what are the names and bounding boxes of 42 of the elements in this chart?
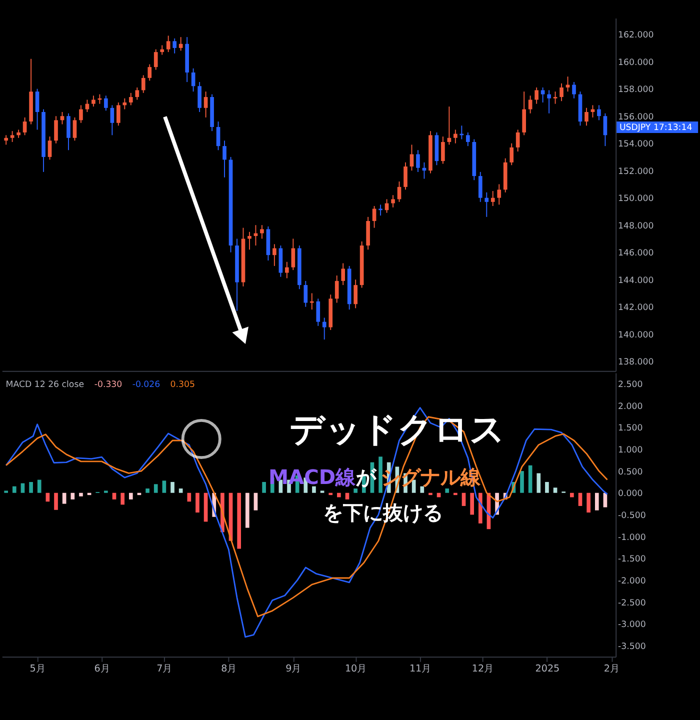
x-tick-label: 12月 <box>472 663 494 674</box>
y-tick-label: 138.000 <box>618 358 654 368</box>
y-tick-label: 2.500 <box>618 380 643 390</box>
annotation: 0.305 <box>170 380 196 390</box>
y-tick-label: 160.000 <box>618 58 654 68</box>
x-tick-label: 8月 <box>221 663 238 674</box>
y-tick-label: -1.500 <box>618 554 646 565</box>
y-tick-label: 142.000 <box>618 303 654 314</box>
y-tick-label: -0.500 <box>618 511 646 522</box>
annotation: -0.026 <box>132 380 160 390</box>
y-tick-label: 152.000 <box>618 166 654 177</box>
x-tick-label: 9月 <box>286 663 302 674</box>
y-tick-label: 150.000 <box>618 194 654 204</box>
y-tick-label: 156.000 <box>618 112 654 122</box>
y-tick-label: -3.000 <box>618 620 646 630</box>
annotation: -0.330 <box>94 380 122 390</box>
y-tick-label: 2.000 <box>618 402 643 412</box>
text: MACD 12 26 close <box>6 380 84 390</box>
y-tick-label: 0.000 <box>618 489 643 500</box>
x-tick-label: 2月 <box>604 663 620 674</box>
y-tick-label: 144.000 <box>618 276 654 286</box>
y-tick-label: 0.500 <box>618 467 643 478</box>
y-tick-label: 1.500 <box>618 424 643 434</box>
y-tick-label: 140.000 <box>618 330 654 340</box>
x-tick-label: 7月 <box>156 663 173 674</box>
y-tick-label: 162.000 <box>618 30 654 41</box>
y-tick-label: 1.000 <box>618 446 643 456</box>
x-tick-label: 2025 <box>535 663 560 674</box>
annotation: MACD線 <box>268 465 357 490</box>
y-tick-label: 154.000 <box>618 140 654 150</box>
y-tick-label: 148.000 <box>618 221 654 232</box>
text: USDJPY 17:13:14 <box>619 123 692 134</box>
y-tick-label: 146.000 <box>618 248 654 259</box>
x-tick-label: 11月 <box>409 663 432 674</box>
y-tick-label: 158.000 <box>618 85 654 96</box>
x-tick-label: 6月 <box>94 663 110 674</box>
y-tick-label: -2.000 <box>618 576 646 587</box>
x-tick-label: 5月 <box>30 663 46 674</box>
y-tick-label: -2.500 <box>618 598 646 608</box>
y-tick-label: -1.000 <box>618 532 646 543</box>
y-tick-label: -3.500 <box>618 642 646 652</box>
x-tick-label: 10月 <box>344 663 368 674</box>
